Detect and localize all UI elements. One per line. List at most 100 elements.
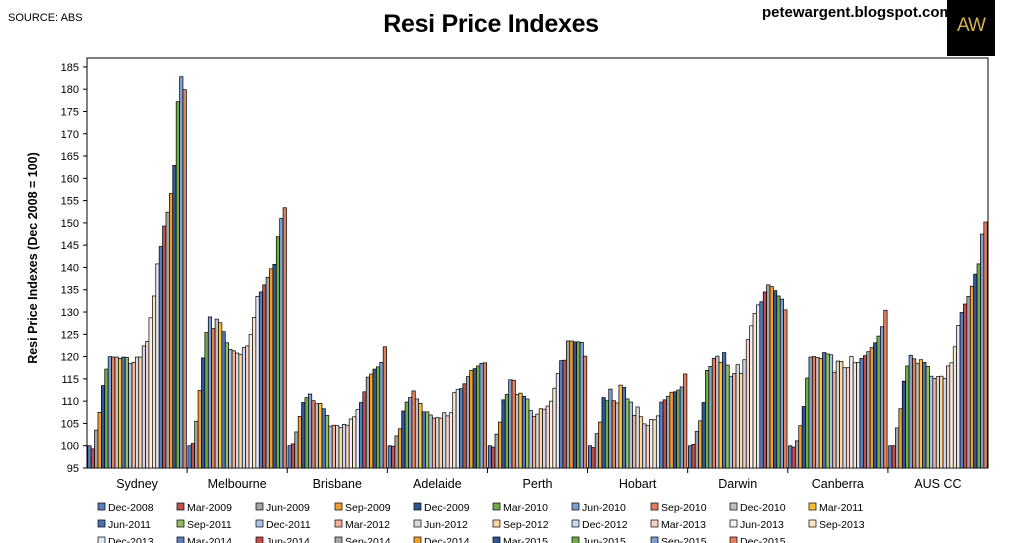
- bar: [391, 445, 396, 469]
- bar: [294, 431, 299, 469]
- bar: [666, 395, 671, 469]
- bar: [538, 408, 543, 469]
- bar: [973, 273, 978, 469]
- bar: [788, 445, 793, 469]
- bar: [318, 403, 323, 469]
- legend-swatch: [176, 536, 185, 543]
- bar: [258, 291, 264, 469]
- legend-label: Sep-2010: [661, 502, 707, 514]
- bar: [221, 331, 226, 469]
- bar: [594, 433, 599, 469]
- bar: [224, 342, 230, 469]
- bar: [649, 419, 654, 469]
- bar: [815, 357, 820, 469]
- bar: [759, 301, 764, 469]
- bar: [805, 377, 810, 469]
- legend-swatch: [571, 519, 580, 528]
- bar: [615, 402, 620, 469]
- bar: [376, 366, 381, 469]
- legend-swatch: [413, 519, 422, 528]
- bar: [362, 391, 367, 469]
- bar: [698, 420, 703, 469]
- bar: [691, 444, 696, 469]
- bar: [352, 416, 357, 469]
- y-tick-label: 155: [61, 196, 79, 208]
- bar: [618, 384, 623, 469]
- bar: [348, 418, 353, 469]
- bar: [155, 263, 160, 469]
- bar: [104, 368, 109, 469]
- legend-swatch: [729, 536, 738, 543]
- bar: [866, 351, 871, 469]
- x-tick-label: Darwin: [718, 477, 757, 491]
- bar: [372, 368, 377, 469]
- bar: [776, 295, 781, 469]
- bar: [248, 333, 253, 469]
- legend-label: Mar-2012: [345, 519, 390, 531]
- bar: [898, 408, 903, 469]
- legend-label: Mar-2013: [661, 519, 706, 531]
- bar: [918, 359, 923, 469]
- bar: [891, 445, 896, 469]
- bar: [245, 345, 250, 469]
- bar: [211, 328, 216, 469]
- bar: [379, 362, 384, 469]
- y-tick-label: 185: [61, 62, 79, 74]
- legend-swatch: [176, 502, 185, 511]
- legend-swatch: [334, 519, 343, 528]
- legend-label: Dec-2015: [740, 536, 786, 543]
- bar: [598, 421, 603, 469]
- legend-label: Mar-2014: [187, 536, 232, 543]
- y-tick-label: 165: [61, 151, 79, 163]
- bar: [801, 406, 806, 469]
- bar: [118, 358, 123, 469]
- bar: [314, 403, 319, 469]
- bar: [291, 443, 296, 469]
- bar: [935, 376, 940, 469]
- bar: [521, 395, 526, 469]
- bar: [625, 398, 630, 469]
- x-tick-label: Brisbane: [313, 477, 362, 491]
- bar: [279, 218, 284, 469]
- legend-swatch: [650, 519, 659, 528]
- bar: [562, 359, 567, 469]
- bar: [262, 284, 267, 469]
- bar: [659, 401, 664, 469]
- bar: [335, 425, 340, 469]
- legend-swatch: [492, 536, 501, 543]
- bar: [401, 410, 406, 469]
- bar: [455, 389, 460, 469]
- bar: [572, 341, 577, 469]
- bar: [952, 346, 957, 469]
- legend-label: Dec-2008: [108, 502, 154, 514]
- bar: [946, 365, 951, 469]
- bar: [895, 427, 900, 469]
- bar: [888, 445, 893, 469]
- legend-swatch: [255, 519, 264, 528]
- bar: [735, 364, 740, 469]
- bar: [932, 378, 937, 469]
- x-tick-label: Canberra: [812, 477, 864, 491]
- bar: [728, 376, 733, 469]
- bar: [124, 357, 129, 469]
- bar: [445, 415, 450, 469]
- bar: [479, 362, 484, 469]
- y-tick-label: 120: [61, 352, 79, 364]
- legend-swatch: [176, 519, 185, 528]
- bar: [487, 445, 492, 469]
- bar: [579, 341, 584, 469]
- bar: [669, 391, 674, 469]
- bar: [604, 400, 610, 469]
- bar: [425, 411, 430, 469]
- y-tick-label: 170: [61, 129, 79, 141]
- bar: [338, 427, 343, 469]
- bar: [749, 325, 754, 469]
- bar: [856, 362, 861, 469]
- bar: [722, 352, 727, 469]
- bar: [883, 309, 888, 469]
- bar: [214, 318, 219, 469]
- bar: [238, 354, 243, 469]
- bar: [328, 425, 333, 469]
- bar: [252, 317, 257, 469]
- blog-url[interactable]: petewargent.blogspot.com: [762, 4, 953, 21]
